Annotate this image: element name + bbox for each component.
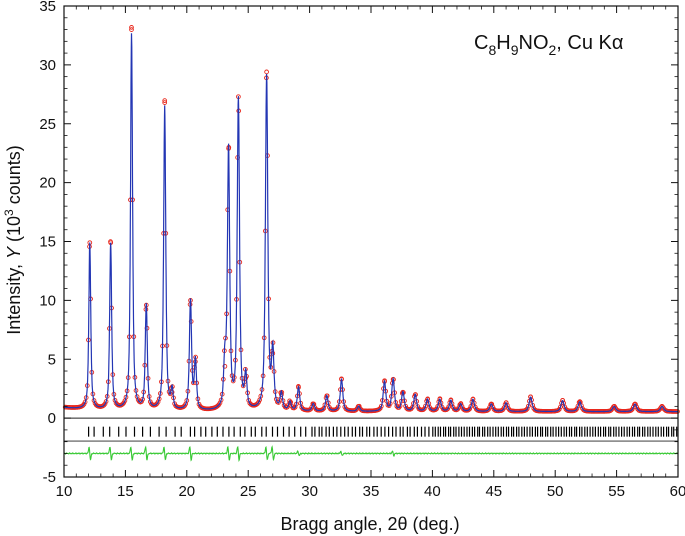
calculated-curve [64,33,678,413]
observed-point [181,404,186,410]
formula-part: , Cu Kα [556,32,623,54]
observed-peak-point [611,404,617,409]
x-tick-label: 20 [178,483,195,500]
observed-peak-point [129,27,134,32]
x-tick-label: 50 [547,483,564,500]
observed-point [256,399,261,405]
x-tick-label: 15 [117,483,134,500]
observed-point [162,98,168,103]
y-tick-label: 30 [39,57,56,74]
y-axis-label-exponent: 3 [2,209,16,216]
observed-peak-point [264,69,269,75]
observed-point [320,407,326,412]
observed-peak-point [425,396,430,402]
observed-point [102,401,108,407]
x-tick-label: 25 [240,483,257,500]
observed-point [467,406,473,412]
observed-point [656,407,662,413]
x-tick-label: 45 [485,483,502,500]
observed-peak-point [458,401,463,407]
observed-peak-point [448,398,454,403]
observed-point [217,400,223,406]
x-tick-label: 40 [424,483,441,500]
observed-point [215,403,221,409]
y-tick-label: 25 [39,116,56,133]
x-tick-label: 35 [363,483,380,500]
observed-peak-point [162,100,168,105]
observed-peak-point [503,400,509,406]
observed-peak-point [310,401,316,407]
observed-peak-point [577,399,583,404]
formula-part: C [474,32,488,54]
y-axis-label-unit: (10 [4,216,24,247]
observed-peak-point [437,396,443,402]
difference-curve [63,445,679,462]
y-tick-label: 5 [48,351,56,368]
observed-point [129,25,134,30]
formula-part: NO [519,32,549,54]
observed-point [276,400,281,405]
observed-point [574,406,580,412]
observed-point [376,407,382,412]
observed-point [524,406,530,412]
observed-peak-point [222,363,228,369]
observed-peak-point [400,389,406,395]
formula-part: 8 [488,42,496,58]
observed-peak-point [324,393,330,399]
observed-peak-point [632,401,638,407]
y-axis-label-prefix: Intensity, [4,259,24,335]
y-tick-label: 15 [39,234,56,251]
x-axis-label: Bragg angle, 2θ (deg.) [280,514,459,534]
reflection-markers-layer [87,426,678,437]
y-axis-label-variable: Y [4,245,24,259]
y-tick-label: 0 [48,410,56,427]
observed-peak-point [528,394,533,400]
y-axis-label-suffix: counts) [4,145,24,209]
x-tick-label: 10 [56,483,73,500]
x-tick-label: 30 [301,483,318,500]
observed-point [523,407,529,413]
observed-point [459,403,465,409]
observed-point [82,399,88,405]
observed-point [628,407,634,413]
observed-peak-point [356,404,362,409]
observed-peak-point [659,404,665,409]
calculated-curve-layer [64,33,678,413]
observed-points-layer [62,25,680,414]
axes: 10 15 20 25 30 35 40 45 50 55 60 -5 0 5 10 15 20 25 30 35 [39,0,685,500]
formula-part: 9 [511,42,519,58]
reference-lines [64,417,678,442]
observed-peak-point [488,401,494,407]
formula-label: C8H9NO2, Cu Kα [474,32,623,58]
y-tick-label: -5 [43,469,56,486]
observed-point [556,406,562,412]
observed-peak-point [243,375,249,381]
observed-peak-point [560,398,565,403]
difference-curve-layer [63,445,679,462]
observed-point [434,406,439,412]
observed-peak-point [470,396,476,402]
y-tick-label: 35 [39,0,56,15]
observed-peak-point [412,392,418,397]
y-axis-label: Intensity, Y (103 counts) [2,145,24,334]
observed-point [555,407,561,413]
x-tick-label: 60 [670,483,685,500]
observed-point [422,406,427,411]
formula-part: H [496,32,510,54]
y-tick-label: 10 [39,292,56,309]
y-tick-label: 20 [39,175,56,192]
x-tick-label: 55 [608,483,625,500]
formula-part: 2 [549,42,557,58]
